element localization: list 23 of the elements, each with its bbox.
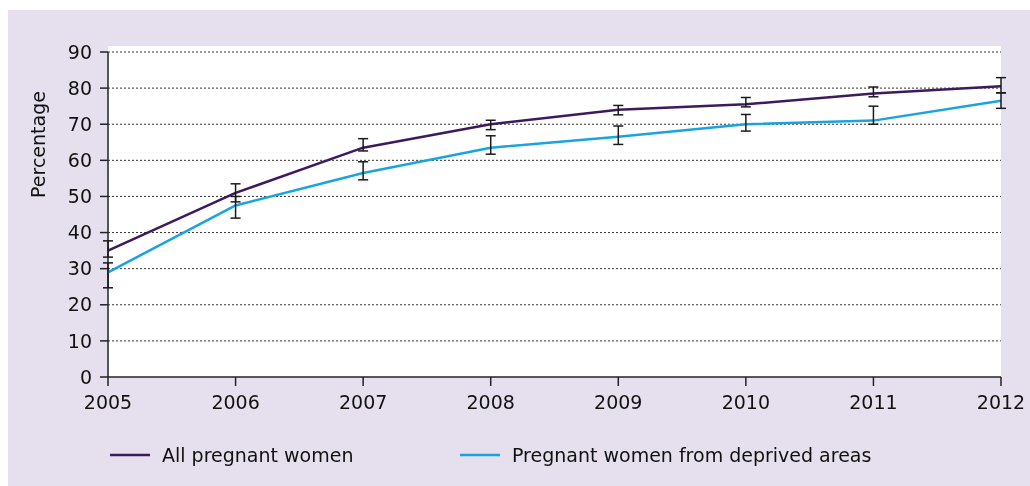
x-tick-label: 2009 (594, 391, 643, 413)
legend-label: All pregnant women (162, 443, 354, 466)
line-series (106, 99, 1003, 274)
x-tick-label: 2010 (721, 391, 771, 413)
y-tick-label: 70 (67, 112, 92, 135)
y-axis-title: Percentage (27, 91, 49, 198)
y-tick-label: 30 (67, 257, 92, 280)
x-tick-label: 2011 (849, 391, 898, 413)
y-tick-label: 80 (67, 76, 92, 99)
line-series (106, 85, 1003, 252)
x-tick-label: 2005 (83, 391, 133, 413)
x-tick-label: 2008 (466, 391, 515, 413)
legend-label: Pregnant women from deprived areas (512, 443, 872, 466)
y-tick-label: 50 (67, 185, 92, 208)
y-tick-label: 0 (79, 365, 92, 388)
y-tick-label: 10 (67, 329, 92, 352)
x-tick-label: 2007 (338, 391, 388, 413)
y-tick-label: 90 (67, 40, 92, 63)
x-tick-label: 2012 (976, 391, 1026, 413)
y-tick-label: 60 (67, 148, 92, 171)
y-tick-label: 40 (67, 221, 92, 244)
x-tick-label: 2006 (211, 391, 260, 413)
y-tick-label: 20 (67, 293, 92, 316)
